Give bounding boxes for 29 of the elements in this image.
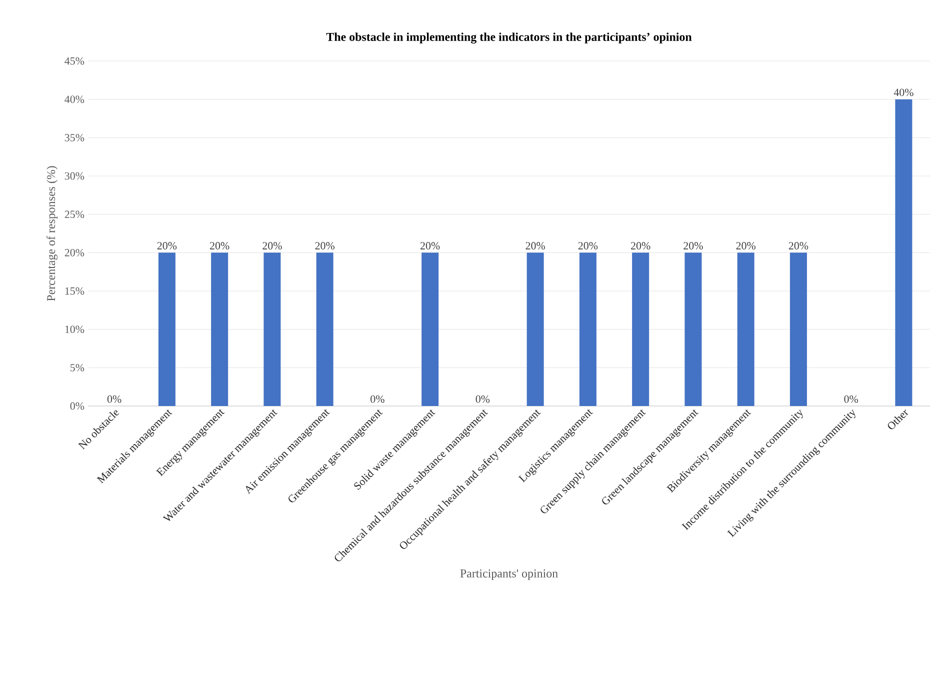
data-label: 0%: [107, 395, 122, 403]
data-label: 20%: [420, 242, 440, 250]
y-tick-label: 40%: [64, 96, 84, 104]
data-label: 0%: [844, 395, 858, 403]
x-axis-title: Participants' opinion: [460, 569, 558, 580]
data-label: 0%: [476, 395, 490, 403]
y-tick-label: 45%: [64, 57, 84, 65]
y-tick-label: 35%: [64, 134, 84, 142]
data-label: 20%: [684, 242, 703, 250]
y-tick-label: 0%: [70, 402, 84, 410]
y-tick-label: 15%: [65, 287, 84, 295]
y-tick-label: 5%: [70, 364, 84, 372]
data-label: 20%: [526, 242, 545, 250]
y-tick-label: 20%: [64, 248, 84, 256]
data-label: 20%: [157, 242, 177, 250]
chart-title: The obstacle in implementing the indicators in the participants’ opinion: [326, 32, 692, 44]
data-label: 20%: [210, 242, 230, 250]
data-label: 20%: [262, 242, 282, 250]
data-label: 20%: [788, 242, 808, 250]
y-tick-label: 10%: [65, 326, 84, 334]
y-tick-label: 30%: [64, 172, 84, 180]
data-label: 40%: [894, 88, 914, 96]
data-label: 20%: [315, 242, 334, 250]
data-label: 20%: [578, 242, 598, 250]
data-label: 0%: [370, 395, 384, 403]
y-axis-title: Percentage of responses (%): [46, 166, 58, 302]
data-label: 20%: [631, 242, 650, 250]
y-tick-label: 25%: [64, 210, 84, 218]
data-label: 20%: [736, 242, 756, 250]
